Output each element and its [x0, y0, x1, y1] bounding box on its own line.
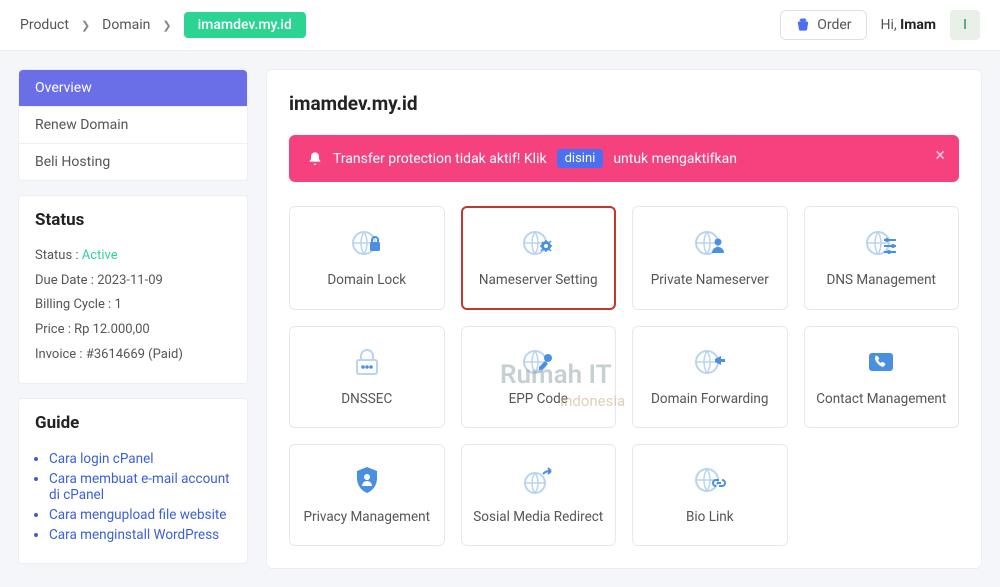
lock-dots-icon — [350, 345, 384, 379]
guide-card: Guide Cara login cPanel Cara membuat e-m… — [18, 398, 248, 564]
guide-list: Cara login cPanel Cara membuat e-mail ac… — [19, 441, 247, 563]
tile-social-redirect[interactable]: Sosial Media Redirect — [461, 444, 617, 546]
page-title: imamdev.my.id — [289, 92, 959, 115]
tile-label: Sosial Media Redirect — [473, 509, 603, 527]
sidebar-item-overview[interactable]: Overview — [19, 70, 247, 107]
topbar: Product ❯ Domain ❯ imamdev.my.id Order H… — [0, 0, 1000, 51]
globe-arrow-icon — [521, 463, 555, 497]
shield-user-icon — [350, 463, 384, 497]
tile-privacy-management[interactable]: Privacy Management — [289, 444, 445, 546]
globe-forward-icon — [693, 345, 727, 379]
tile-dns-management[interactable]: DNS Management — [804, 206, 960, 310]
breadcrumb: Product ❯ Domain ❯ imamdev.my.id — [20, 12, 306, 38]
globe-user-icon — [693, 226, 727, 260]
breadcrumb-product[interactable]: Product — [20, 17, 69, 33]
tile-domain-forwarding[interactable]: Domain Forwarding — [632, 326, 788, 428]
tile-label: DNS Management — [827, 272, 936, 290]
avatar[interactable]: I — [950, 10, 980, 40]
tile-label: DNSSEC — [341, 391, 392, 409]
tile-label: EPP Code — [509, 391, 568, 409]
status-card: Status Status : Active Due Date : 2023-1… — [18, 195, 248, 384]
guide-link[interactable]: Cara mengupload file website — [49, 507, 231, 523]
guide-link[interactable]: Cara menginstall WordPress — [49, 527, 231, 543]
phone-card-icon — [864, 345, 898, 379]
tile-label: Domain Lock — [327, 272, 406, 290]
globe-lock-icon — [350, 226, 384, 260]
basket-icon — [795, 17, 811, 33]
bell-icon — [307, 151, 323, 167]
tile-epp-code[interactable]: EPP Code — [461, 326, 617, 428]
breadcrumb-current: imamdev.my.id — [184, 12, 306, 38]
sidebar-nav: Overview Renew Domain Beli Hosting — [18, 69, 248, 181]
status-title: Status — [19, 196, 247, 238]
transfer-protection-alert: Transfer protection tidak aktif! Klik di… — [289, 135, 959, 182]
globe-link-icon — [693, 463, 727, 497]
tile-label: Domain Forwarding — [651, 391, 768, 409]
status-row: Invoice : #3614669 (Paid) — [35, 343, 231, 368]
guide-title: Guide — [19, 399, 247, 441]
sidebar: Overview Renew Domain Beli Hosting Statu… — [18, 69, 248, 569]
tile-bio-link[interactable]: Bio Link — [632, 444, 788, 546]
tile-contact-management[interactable]: Contact Management — [804, 326, 960, 428]
user-area: Order Hi, Imam I — [780, 10, 980, 40]
tile-domain-lock[interactable]: Domain Lock — [289, 206, 445, 310]
tile-label: Contact Management — [816, 391, 946, 409]
globe-key-icon — [521, 345, 555, 379]
tools-grid: Domain Lock Nameserver Setting Private N… — [289, 206, 959, 546]
status-row: Due Date : 2023-11-09 — [35, 269, 231, 294]
status-row: Status : Active — [35, 244, 231, 269]
tile-label: Nameserver Setting — [479, 272, 598, 290]
main-content: imamdev.my.id Transfer protection tidak … — [266, 69, 982, 569]
tile-label: Privacy Management — [304, 509, 431, 527]
status-row: Price : Rp 12.000,00 — [35, 318, 231, 343]
tile-private-nameserver[interactable]: Private Nameserver — [632, 206, 788, 310]
guide-link[interactable]: Cara membuat e-mail account di cPanel — [49, 471, 231, 503]
tile-label: Bio Link — [686, 509, 734, 527]
globe-sliders-icon — [864, 226, 898, 260]
alert-text: Transfer protection tidak aktif! Klik — [333, 151, 547, 167]
close-icon[interactable]: × — [935, 145, 945, 166]
tile-dnssec[interactable]: DNSSEC — [289, 326, 445, 428]
globe-gear-icon — [521, 226, 555, 260]
sidebar-item-hosting[interactable]: Beli Hosting — [19, 144, 247, 180]
breadcrumb-domain[interactable]: Domain — [102, 17, 150, 33]
greeting: Hi, Imam — [881, 17, 936, 33]
tile-label: Private Nameserver — [651, 272, 769, 290]
chevron-right-icon: ❯ — [162, 19, 171, 32]
alert-text: untuk mengaktifkan — [613, 151, 737, 167]
status-row: Billing Cycle : 1 — [35, 293, 231, 318]
tile-nameserver-setting[interactable]: Nameserver Setting — [461, 206, 617, 310]
sidebar-item-renew[interactable]: Renew Domain — [19, 107, 247, 144]
chevron-right-icon: ❯ — [81, 19, 90, 32]
alert-activate-link[interactable]: disini — [557, 149, 604, 168]
order-button[interactable]: Order — [780, 10, 866, 40]
guide-link[interactable]: Cara login cPanel — [49, 451, 231, 467]
order-label: Order — [817, 17, 851, 33]
